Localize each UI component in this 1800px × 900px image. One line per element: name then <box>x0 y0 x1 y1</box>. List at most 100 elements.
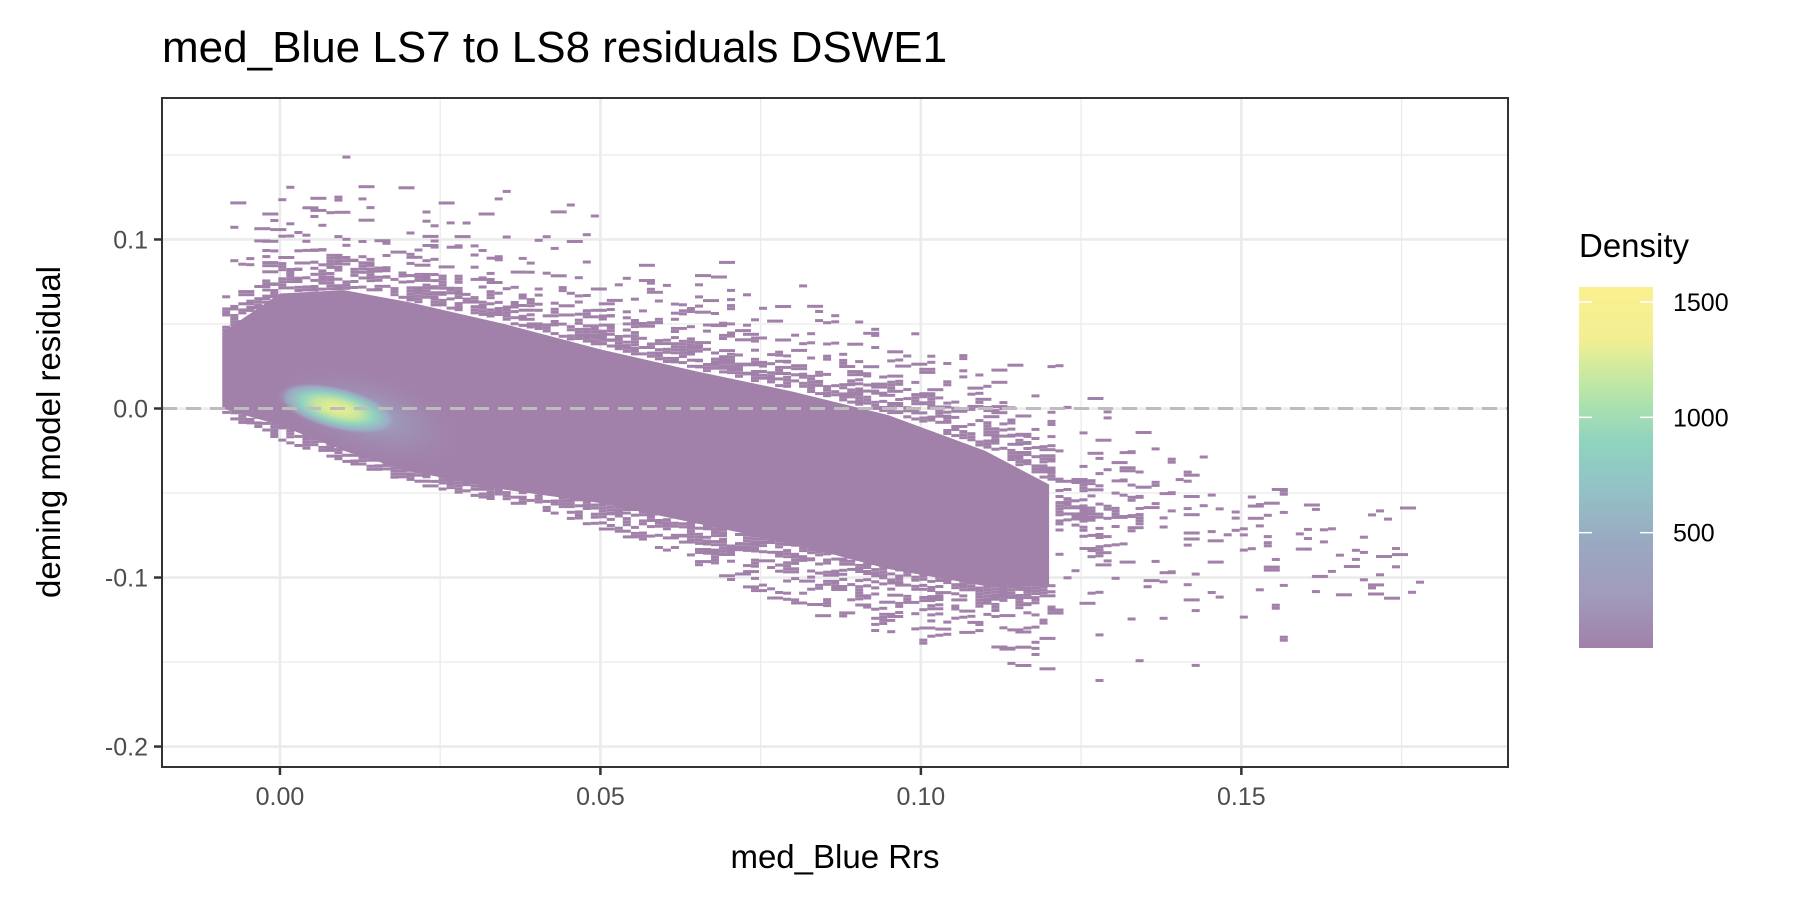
density-bin <box>486 497 495 500</box>
density-bin <box>350 286 359 289</box>
density-bin <box>1015 664 1032 667</box>
density-bin <box>1263 501 1280 505</box>
density-bin <box>1127 617 1136 621</box>
density-bin <box>686 346 703 350</box>
density-bin <box>831 572 848 576</box>
density-bin <box>558 322 567 326</box>
density-bin <box>1015 414 1032 418</box>
density-bin <box>967 620 984 624</box>
density-bin <box>1135 659 1144 663</box>
density-bin <box>1063 488 1072 491</box>
density-bin <box>863 559 872 563</box>
density-bin <box>422 259 431 263</box>
density-bin <box>1031 586 1040 590</box>
density-bin <box>1400 506 1416 510</box>
density-bin <box>1007 661 1016 665</box>
density-bin <box>502 308 511 312</box>
density-bin <box>406 292 415 296</box>
density-bin <box>1159 616 1168 620</box>
density-bin <box>614 511 631 515</box>
x-tick-label: 0.05 <box>576 783 625 811</box>
density-bin <box>678 355 687 358</box>
density-bin <box>510 301 519 304</box>
density-bin <box>879 612 896 616</box>
density-bin <box>983 415 1000 419</box>
density-bin <box>342 283 351 287</box>
density-bin <box>727 550 735 554</box>
density-bin <box>646 354 655 358</box>
density-bin <box>1047 423 1056 426</box>
density-bin <box>630 319 639 322</box>
density-bin <box>959 588 976 592</box>
density-bin <box>398 274 407 278</box>
density-bin <box>759 583 767 587</box>
density-bin <box>951 607 960 611</box>
density-bin <box>1015 584 1024 588</box>
density-bin <box>486 290 495 294</box>
density-bin <box>959 369 968 373</box>
density-bin <box>919 419 928 423</box>
density-bin <box>1135 494 1144 498</box>
density-bin <box>1039 618 1048 622</box>
density-bin <box>270 422 279 426</box>
density-bin <box>670 546 679 549</box>
density-bin <box>823 385 832 389</box>
density-bin <box>823 552 832 556</box>
density-bin <box>590 503 599 507</box>
density-bin <box>590 339 599 343</box>
density-bin <box>783 567 800 571</box>
density-bin <box>678 339 687 343</box>
density-bin <box>855 372 872 376</box>
density-bin <box>1079 489 1088 493</box>
density-bin <box>1416 580 1424 584</box>
density-bin <box>534 308 543 312</box>
density-bin <box>959 430 968 434</box>
density-bin <box>967 581 976 585</box>
density-bin <box>959 433 968 437</box>
density-bin <box>1119 493 1128 497</box>
density-bin <box>1111 576 1120 580</box>
density-bin <box>454 235 471 239</box>
density-bin <box>1191 663 1200 667</box>
density-bin <box>775 551 784 555</box>
density-bin <box>462 483 471 487</box>
density-bin <box>1095 536 1104 539</box>
density-bin <box>887 405 896 408</box>
density-bin <box>1007 427 1016 431</box>
density-bin <box>494 492 503 496</box>
density-bin <box>422 475 431 479</box>
density-bin <box>454 305 463 309</box>
density-bin <box>398 186 415 190</box>
density-bin <box>494 197 503 201</box>
density-bin <box>791 379 800 383</box>
density-bin <box>470 244 479 248</box>
density-bin <box>222 307 239 311</box>
density-bin <box>823 321 832 325</box>
density-bin <box>1183 507 1192 511</box>
density-bin <box>438 286 455 290</box>
density-bin <box>366 206 375 210</box>
density-bin <box>879 622 888 625</box>
density-bin <box>438 298 447 302</box>
density-bin <box>727 307 735 311</box>
density-bin <box>406 261 415 265</box>
density-bin <box>823 357 832 361</box>
density-bin <box>703 299 719 303</box>
density-bin <box>358 185 375 189</box>
density-bin <box>863 389 880 393</box>
density-bin <box>294 261 311 265</box>
density-bin <box>1384 596 1400 600</box>
density-bin <box>622 322 631 326</box>
density-bin <box>839 562 856 566</box>
density-bin <box>791 364 808 368</box>
density-bin <box>831 390 840 394</box>
density-bin <box>318 223 327 227</box>
density-bin <box>695 283 703 287</box>
density-bin <box>622 328 631 332</box>
density-bin <box>1031 427 1040 431</box>
density-bin <box>767 538 776 542</box>
density-bin <box>606 502 615 506</box>
density-bin <box>1023 602 1032 606</box>
x-tick-label: 0.15 <box>1217 783 1266 811</box>
density-bin <box>1079 510 1088 514</box>
